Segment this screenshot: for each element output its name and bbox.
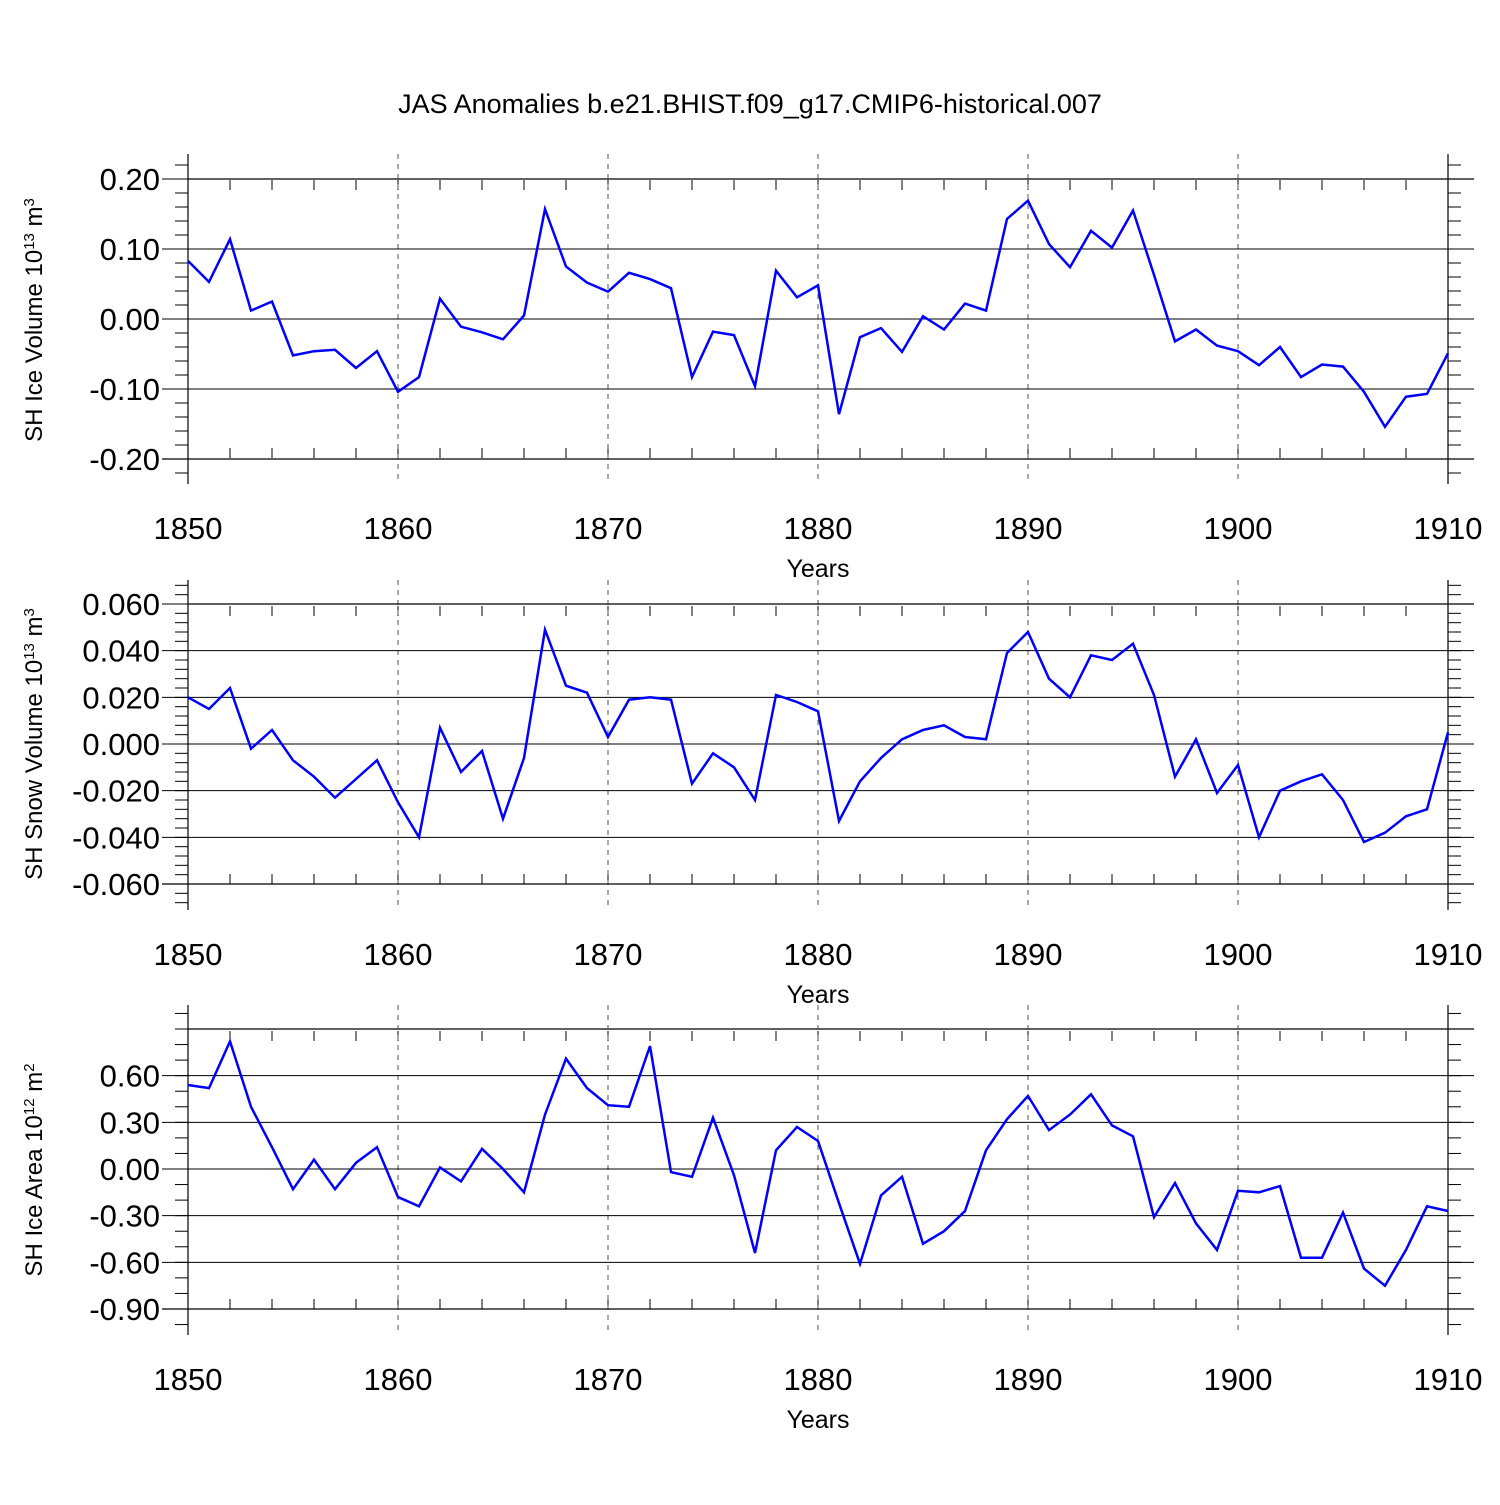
x-tick-label: 1910 bbox=[1414, 1362, 1483, 1397]
y-tick-label: 0.10 bbox=[100, 232, 160, 267]
y-tick-label: -0.30 bbox=[89, 1199, 160, 1234]
x-tick-label: 1850 bbox=[154, 937, 223, 972]
y-tick-label: -0.60 bbox=[89, 1245, 160, 1280]
y-tick-label: 0.000 bbox=[82, 727, 160, 762]
y-tick-label: -0.060 bbox=[72, 867, 160, 902]
panel-2: 1850 1860 1870 1880 1890 1900 1910 -0.060 -0.040… bbox=[21, 580, 1483, 1009]
y-tick-label: 0.20 bbox=[100, 162, 160, 197]
x-tick-label: 1870 bbox=[574, 1362, 643, 1397]
panel-3: 1850 1860 1870 1880 1890 1900 1910 -0.90 -0.60 -0… bbox=[21, 1005, 1483, 1434]
series-line bbox=[187, 1037, 1449, 1288]
x-axis-label: Years bbox=[786, 555, 849, 583]
y-tick-label: -0.10 bbox=[89, 372, 160, 407]
x-tick-label: 1910 bbox=[1414, 511, 1483, 546]
x-tick-label: 1880 bbox=[784, 1362, 853, 1397]
x-tick-label: 1890 bbox=[994, 511, 1063, 546]
x-tick-label: 1880 bbox=[784, 511, 853, 546]
x-tick-label: 1900 bbox=[1204, 511, 1273, 546]
x-tick-label: 1890 bbox=[994, 937, 1063, 972]
y-axis-label: SH Ice Area 1012 m2 bbox=[21, 1063, 49, 1276]
y-tick-label: 0.060 bbox=[82, 587, 160, 622]
y-axis-label: SH Snow Volume 1013 m3 bbox=[21, 608, 49, 880]
x-tick-label: 1860 bbox=[364, 1362, 433, 1397]
x-tick-label: 1890 bbox=[994, 1362, 1063, 1397]
y-tick-label: 0.00 bbox=[100, 1152, 160, 1187]
y-tick-label: 0.00 bbox=[100, 302, 160, 337]
y-tick-label: -0.90 bbox=[89, 1292, 160, 1327]
x-tick-label: 1850 bbox=[154, 511, 223, 546]
x-tick-label: 1860 bbox=[364, 937, 433, 972]
x-tick-label: 1860 bbox=[364, 511, 433, 546]
series-line bbox=[187, 198, 1450, 430]
x-tick-label: 1900 bbox=[1204, 1362, 1273, 1397]
y-axis-label: SH Ice Volume 1013 m3 bbox=[21, 198, 49, 442]
y-tick-label: -0.040 bbox=[72, 820, 160, 855]
series-line bbox=[187, 624, 1450, 844]
x-tick-label: 1880 bbox=[784, 937, 853, 972]
y-tick-label: 0.040 bbox=[82, 634, 160, 669]
x-tick-label: 1910 bbox=[1414, 937, 1483, 972]
y-tick-label: -0.020 bbox=[72, 774, 160, 809]
y-tick-label: 0.60 bbox=[100, 1059, 160, 1094]
x-tick-label: 1870 bbox=[574, 511, 643, 546]
x-tick-label: 1900 bbox=[1204, 937, 1273, 972]
y-tick-label: 0.020 bbox=[82, 680, 160, 715]
chart-title: JAS Anomalies b.e21.BHIST.f09_g17.CMIP6-… bbox=[398, 89, 1102, 119]
panel-1: 1850 1860 1870 1880 1890 1900 1910 -0.20 -0.10 0.… bbox=[21, 154, 1483, 583]
y-tick-label: -0.20 bbox=[89, 442, 160, 477]
x-tick-label: 1850 bbox=[154, 1362, 223, 1397]
x-axis-label: Years bbox=[786, 981, 849, 1009]
y-tick-label: 0.30 bbox=[100, 1105, 160, 1140]
x-tick-label: 1870 bbox=[574, 937, 643, 972]
x-axis-label: Years bbox=[786, 1406, 849, 1434]
